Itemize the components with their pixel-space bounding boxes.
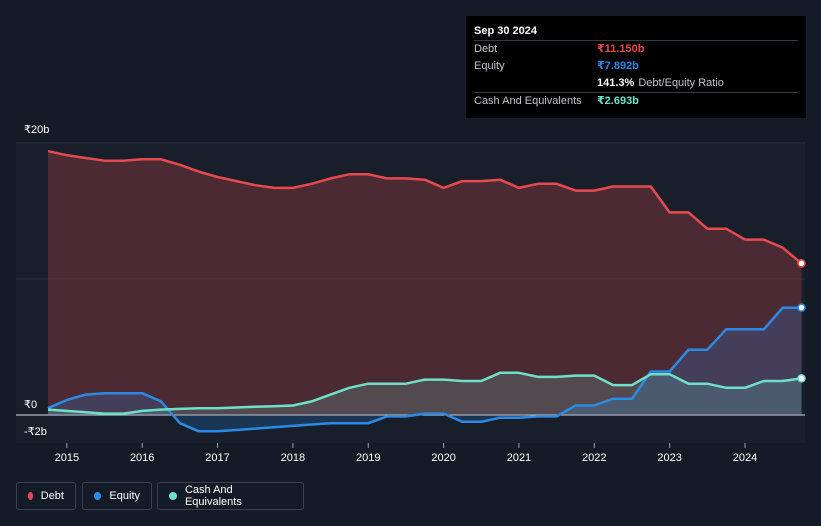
tooltip-debt-label: Debt (474, 43, 498, 55)
cash-dot-icon (169, 492, 177, 500)
tooltip-equity-row: Equity ₹7.892b (474, 58, 798, 75)
tooltip-ratio-row: 141.3% Debt/Equity Ratio (474, 75, 798, 92)
grid-lines (16, 142, 805, 443)
x-tick-label: 2019 (356, 452, 380, 464)
tooltip-ratio-text: Debt/Equity Ratio (638, 77, 724, 89)
y-tick-label: ₹20b (24, 124, 49, 136)
x-tick-label: 2016 (130, 452, 154, 464)
equity-line (47, 306, 802, 433)
axis-ticks: ₹20b ₹0 -₹2b 2015 2016 2017 2018 2019 2020 2021 20… (24, 124, 757, 464)
x-tick-label: 2020 (431, 452, 455, 464)
legend-equity-label: Equity (109, 490, 140, 502)
series-areas (48, 151, 802, 432)
debt-line (47, 149, 803, 265)
y-tick-label: ₹0 (24, 399, 37, 411)
tooltip-debt-row: Debt ₹11.150b (474, 40, 798, 58)
debt-area (48, 151, 802, 415)
tooltip-ratio-value: 141.3% (597, 77, 635, 89)
tooltip-cash-label: Cash And Equivalents (474, 95, 582, 107)
cash-and-equivalents-end-marker (797, 374, 806, 383)
series-lines (47, 149, 803, 433)
tooltip-cash-row: Cash And Equivalents ₹2.693b (474, 92, 798, 110)
debt-end-marker (797, 259, 806, 268)
tooltip-equity-value: ₹7.892b (597, 60, 639, 72)
legend-item-equity[interactable]: Equity (82, 482, 152, 510)
legend-cash-label: Cash And Equivalents (184, 484, 242, 508)
legend-item-cash[interactable]: Cash And Equivalents (157, 482, 304, 510)
x-tick-label: 2024 (733, 452, 757, 464)
tooltip-debt-value: ₹11.150b (597, 43, 645, 55)
tooltip-panel: Sep 30 2024 Debt ₹11.150b Equity ₹7.892b… (466, 16, 806, 118)
cash-and-equivalents-area (48, 372, 802, 415)
equity-area (48, 307, 802, 432)
equity-end-marker (797, 303, 806, 312)
x-tick-label: 2021 (507, 452, 531, 464)
y-tick-label: -₹2b (24, 426, 47, 438)
tooltip-cash-value: ₹2.693b (597, 95, 639, 107)
legend-debt-label: Debt (40, 490, 64, 502)
x-tick-label: 2015 (55, 452, 79, 464)
x-tick-label: 2023 (657, 452, 681, 464)
equity-dot-icon (94, 492, 102, 500)
legend-item-debt[interactable]: Debt (16, 482, 76, 510)
x-tick-label: 2022 (582, 452, 606, 464)
x-tick-label: 2017 (205, 452, 229, 464)
end-markers (797, 259, 806, 383)
plot-background (16, 143, 805, 443)
cash-and-equivalents-line (47, 371, 802, 415)
debt-dot-icon (28, 492, 33, 500)
tooltip-date: Sep 30 2024 (474, 25, 537, 37)
tooltip-equity-label: Equity (474, 60, 505, 72)
x-tick-label: 2018 (281, 452, 305, 464)
